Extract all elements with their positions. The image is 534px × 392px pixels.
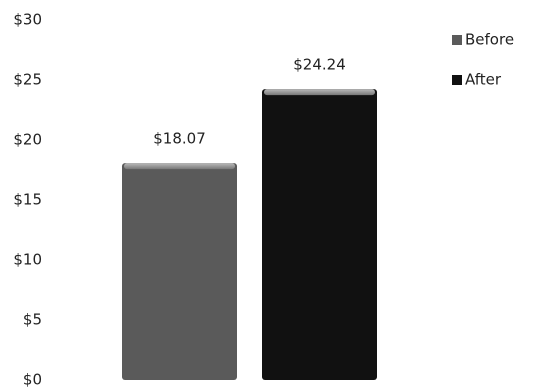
- data-label: $24.24: [293, 56, 346, 74]
- legend-swatch: [452, 35, 462, 45]
- y-tick-label: $5: [23, 311, 42, 329]
- bar-cap: [124, 163, 235, 170]
- data-label: $18.07: [153, 130, 206, 148]
- bar: [262, 89, 377, 381]
- y-tick-label: $15: [13, 191, 42, 209]
- legend-label: After: [465, 71, 502, 89]
- y-tick-label: $10: [13, 251, 42, 269]
- y-tick-label: $0: [23, 371, 42, 389]
- legend-swatch: [452, 75, 462, 85]
- bar: [122, 163, 237, 380]
- y-tick-label: $20: [13, 131, 42, 149]
- bar-cap: [264, 89, 375, 96]
- y-tick-label: $25: [13, 71, 42, 89]
- y-tick-label: $30: [13, 11, 42, 29]
- legend-label: Before: [465, 31, 514, 49]
